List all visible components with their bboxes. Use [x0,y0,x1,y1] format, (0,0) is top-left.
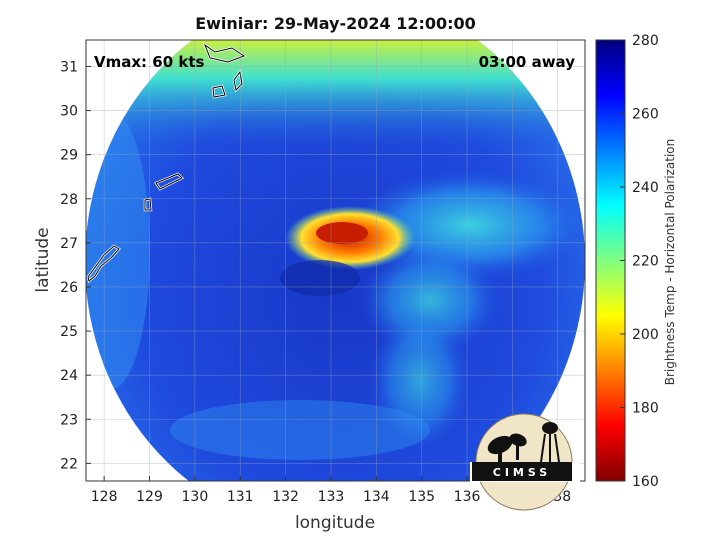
colorbar-tick-label: 280 [632,33,659,49]
x-axis-label: longitude [295,513,375,533]
plot-frame [85,39,586,482]
cimss-logo: CIMSS [470,413,580,511]
y-tick-label: 28 [60,192,78,208]
y-tick-label: 23 [60,412,78,428]
vmax-label: Vmax: 60 kts [94,53,204,71]
colorbar-tick-label: 220 [632,254,659,270]
y-tick-label: 25 [60,324,78,340]
x-tick-label: 129 [136,489,163,505]
x-tick-label: 130 [182,489,209,505]
colorbar-tick-label: 180 [632,401,659,417]
logo-text: CIMSS [493,466,551,479]
y-tick-label: 30 [60,104,78,120]
coastline-outline [87,43,246,282]
colorbar-tick-label: 240 [632,180,659,196]
chart-title: Ewiniar: 29-May-2024 12:00:00 [195,14,476,33]
x-tick-label: 133 [318,489,345,505]
time-offset-label: 03:00 away [479,53,576,71]
y-axis-label: latitude [33,227,53,292]
colorbar: 160 180 200 220 240 260 280 Brightness Temp - … [595,33,677,490]
y-tick-label: 24 [60,368,78,384]
colorbar-label: Brightness Temp - Horizontal Polarizatio… [663,139,677,386]
x-tick-label: 134 [363,489,390,505]
colorbar-tick-label: 200 [632,327,659,343]
colorbar-tick-label: 160 [632,474,659,490]
y-tick-label: 27 [60,236,78,252]
y-tick-label: 26 [60,280,78,296]
y-tick-label: 29 [60,148,78,164]
y-tick-label: 31 [60,59,78,75]
colorbar-tick-label: 260 [632,107,659,123]
x-tick-label: 135 [408,489,435,505]
x-tick-label: 131 [227,489,254,505]
y-tick-label: 22 [60,456,78,472]
x-tick-label: 128 [91,489,118,505]
x-tick-label: 132 [272,489,299,505]
grid-lines [86,40,585,481]
x-tick-label: 136 [454,489,481,505]
